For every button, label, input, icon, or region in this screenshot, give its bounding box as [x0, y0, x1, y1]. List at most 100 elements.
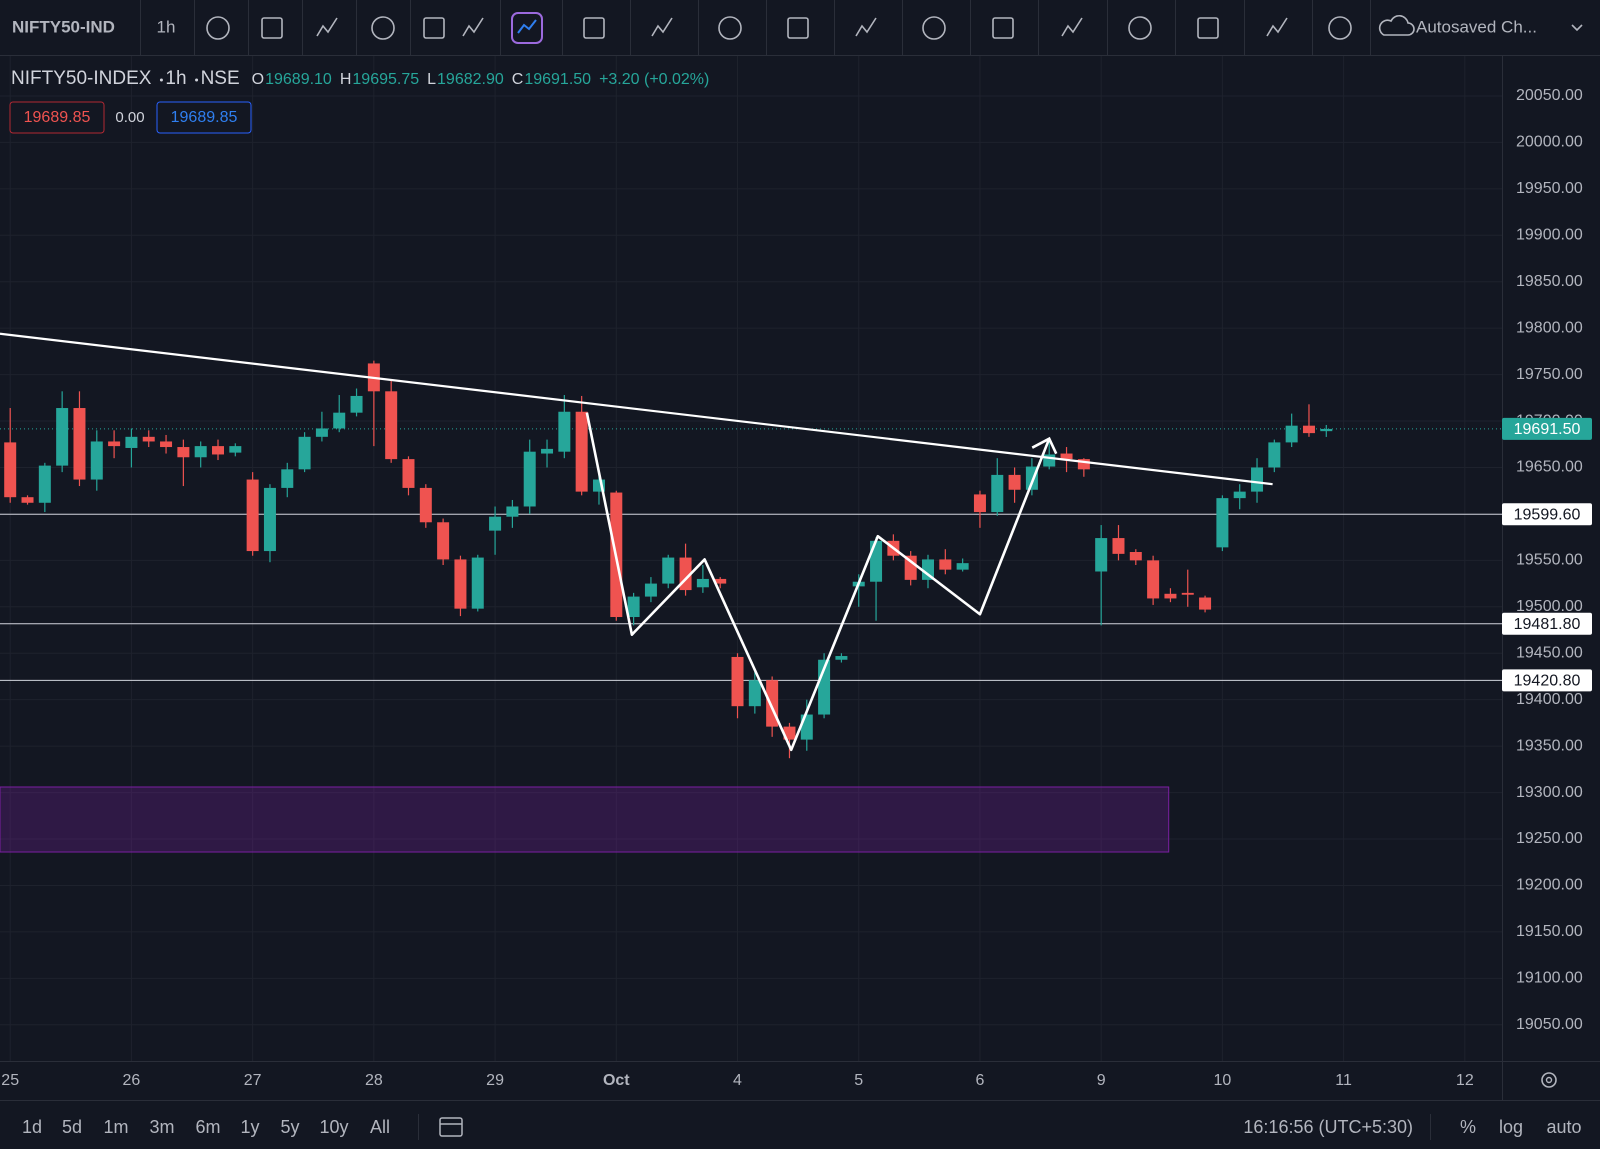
last-price-tag: [1502, 417, 1592, 440]
candle-body: [1302, 425, 1315, 434]
y-tick-label: 19650.00: [1516, 459, 1583, 476]
toolbar-icon[interactable]: [1197, 17, 1219, 39]
toolbar-icon[interactable]: [517, 19, 537, 34]
x-tick-label: 29: [486, 1072, 504, 1089]
y-tick-label: 19200.00: [1516, 877, 1583, 894]
candle-body: [1251, 467, 1264, 492]
x-tick-label: 10: [1213, 1072, 1231, 1089]
interval-button[interactable]: 1h: [157, 17, 176, 36]
range-button[interactable]: 3m: [149, 1117, 174, 1137]
x-tick-label: 25: [1, 1072, 19, 1089]
x-tick-label: 9: [1097, 1072, 1106, 1089]
candle-body: [142, 436, 155, 442]
range-button[interactable]: 1d: [22, 1117, 42, 1137]
candle-body: [696, 578, 709, 588]
range-button[interactable]: 1m: [103, 1117, 128, 1137]
settings-icon[interactable]: [1541, 1072, 1557, 1088]
toolbar-icon[interactable]: [316, 17, 338, 37]
toolbar-icon[interactable]: [1128, 16, 1152, 40]
zigzag-path: [585, 412, 1051, 752]
candle-body: [90, 441, 103, 480]
toolbar-icon[interactable]: [1328, 16, 1352, 40]
dropdown-icon[interactable]: [1571, 24, 1583, 32]
legend-exchange: NSE: [201, 68, 240, 89]
toolbar-icon[interactable]: [583, 17, 605, 39]
candle-body: [281, 469, 294, 488]
toolbar-icon[interactable]: [1266, 17, 1288, 37]
sell-price[interactable]: 19689.85: [24, 109, 91, 126]
candle-body: [1112, 538, 1125, 554]
toolbar-icon[interactable]: [261, 17, 283, 39]
y-tick-label: 19350.00: [1516, 737, 1583, 754]
candle-body: [1233, 491, 1246, 499]
toolbar-icon[interactable]: [922, 16, 946, 40]
legend-change: +3.20 (+0.02%): [599, 71, 709, 88]
candle-body: [73, 408, 86, 480]
gear-ring[interactable]: [1541, 1072, 1557, 1088]
buy-price[interactable]: 19689.85: [171, 109, 238, 126]
candle-body: [1164, 593, 1177, 599]
toolbar-icon[interactable]: [651, 17, 673, 37]
toolbar-icon-active[interactable]: [511, 12, 543, 44]
buy-box[interactable]: [156, 101, 252, 134]
price-tag-label: 19420.80: [1514, 673, 1581, 690]
y-tick-label: 19150.00: [1516, 923, 1583, 940]
gear-hub[interactable]: [1545, 1076, 1553, 1084]
toolbar-icon[interactable]: [855, 17, 877, 37]
price-tag-label: 19481.80: [1514, 616, 1581, 633]
candle-body: [350, 395, 363, 413]
legend-low: 19682.90: [437, 71, 504, 88]
legend-high-label: H: [340, 71, 352, 88]
x-tick-label: 5: [854, 1072, 863, 1089]
range-button[interactable]: 5y: [280, 1117, 299, 1137]
y-tick-label: 19100.00: [1516, 970, 1583, 987]
date-range-icon[interactable]: [439, 1117, 463, 1137]
top-toolbar: [0, 0, 1600, 55]
toolbar-icon[interactable]: [206, 16, 230, 40]
candle-body: [541, 448, 554, 454]
candle-body: [956, 563, 969, 570]
candle-body: [1216, 498, 1229, 548]
candle-body: [714, 578, 727, 584]
y-tick-label: 19050.00: [1516, 1016, 1583, 1033]
x-tick-label: 28: [365, 1072, 383, 1089]
clock[interactable]: 16:16:56 (UTC+5:30): [1243, 1117, 1413, 1137]
toolbar-icon[interactable]: [423, 17, 445, 39]
toolbar-icon[interactable]: [787, 17, 809, 39]
price-tag-label: 19599.60: [1514, 507, 1581, 524]
auto-toggle[interactable]: auto: [1546, 1117, 1581, 1137]
x-tick-label: 26: [123, 1072, 141, 1089]
percent-toggle[interactable]: %: [1460, 1117, 1476, 1137]
range-button[interactable]: All: [370, 1117, 390, 1137]
range-button[interactable]: 6m: [195, 1117, 220, 1137]
toolbar-icon[interactable]: [718, 16, 742, 40]
log-toggle[interactable]: log: [1499, 1117, 1523, 1137]
candle-body: [471, 557, 484, 609]
toolbar-icon[interactable]: [371, 16, 395, 40]
y-tick-label: 19250.00: [1516, 830, 1583, 847]
sell-box[interactable]: [9, 101, 105, 134]
toolbar-icon[interactable]: [992, 17, 1014, 39]
candle-body: [1129, 551, 1142, 561]
price-tag: [1502, 503, 1592, 526]
symbol-button[interactable]: NIFTY50-IND: [12, 17, 115, 36]
y-tick-label: 20000.00: [1516, 134, 1583, 151]
cloud-icon: [1378, 15, 1415, 36]
calendar-icon[interactable]: [439, 1117, 463, 1137]
candle-body: [315, 428, 328, 437]
candle-body: [1199, 597, 1212, 610]
y-tick-label: 19450.00: [1516, 644, 1583, 661]
candle-body: [21, 497, 34, 503]
range-button[interactable]: 5d: [62, 1117, 82, 1137]
range-button[interactable]: 10y: [319, 1117, 348, 1137]
candle-body: [125, 436, 138, 448]
autosave-button[interactable]: Autosaved Ch...: [1416, 17, 1537, 36]
toolbar-icon[interactable]: [462, 17, 484, 37]
range-button[interactable]: 1y: [240, 1117, 259, 1137]
y-tick-label: 19950.00: [1516, 180, 1583, 197]
candle-body: [904, 555, 917, 580]
candle-body: [1077, 459, 1090, 470]
candle-body: [298, 436, 311, 470]
toolbar-icon[interactable]: [1061, 17, 1083, 37]
candle-body: [835, 656, 848, 660]
